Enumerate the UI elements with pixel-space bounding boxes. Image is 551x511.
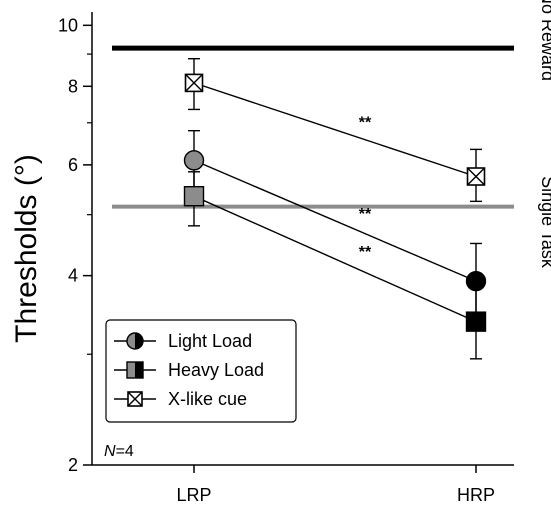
n-annotation: N=4: [104, 443, 134, 460]
y-tick-label: 8: [68, 76, 78, 96]
y-tick-label: 2: [68, 455, 78, 475]
marker-cross: [185, 73, 203, 92]
marker-cross: [127, 391, 143, 407]
legend-box: [105, 319, 297, 423]
significance-label: **: [359, 244, 372, 261]
series-line: [193, 82, 477, 178]
legend-label: X-like cue: [168, 389, 247, 409]
n-value: =4: [116, 443, 134, 460]
marker-half-gray: [127, 333, 135, 349]
series-line: [193, 159, 477, 282]
point-marker: [127, 391, 143, 407]
legend-label: Heavy Load: [168, 360, 264, 380]
legend-entry: Heavy Load: [114, 360, 264, 380]
point-marker: [466, 167, 486, 186]
point-marker: [126, 332, 144, 350]
marker-half-black: [135, 362, 143, 378]
n-italic: N: [104, 443, 116, 460]
plot-area: 2 4 6 8 10 LRP HRP Thresholds (°) No Reward Singl…: [10, 0, 551, 505]
legend-label: Light Load: [168, 331, 252, 351]
y-tick-label: 10: [58, 15, 78, 35]
point-marker: [126, 361, 144, 379]
marker-cross: [467, 167, 485, 186]
legend-entry: X-like cue: [114, 389, 247, 409]
reference-label: No Reward: [538, 0, 551, 81]
point-marker: [183, 186, 205, 207]
marker-outline: [126, 361, 144, 379]
y-tick-label: 6: [68, 155, 78, 175]
series: [184, 58, 486, 203]
x-tick-label: HRP: [457, 485, 495, 505]
point-marker: [184, 73, 204, 93]
significance-label: **: [359, 115, 372, 132]
significance-label: **: [359, 206, 372, 223]
y-tick-label: 4: [68, 266, 78, 286]
series: [183, 171, 487, 360]
point-marker: [183, 150, 205, 171]
y-axis-title: Thresholds (°): [10, 154, 43, 343]
legend-entry: Light Load: [114, 331, 252, 351]
series-line: [193, 195, 477, 323]
marker-half-gray: [127, 362, 135, 378]
legend: Light Load Heavy Load X-like cue: [105, 319, 297, 423]
x-tick-label: LRP: [176, 485, 211, 505]
reference-label: Single Task: [538, 176, 551, 269]
marker-half-black: [135, 333, 143, 349]
series: [183, 129, 487, 320]
marker-outline: [126, 332, 144, 350]
point-marker: [465, 311, 487, 332]
